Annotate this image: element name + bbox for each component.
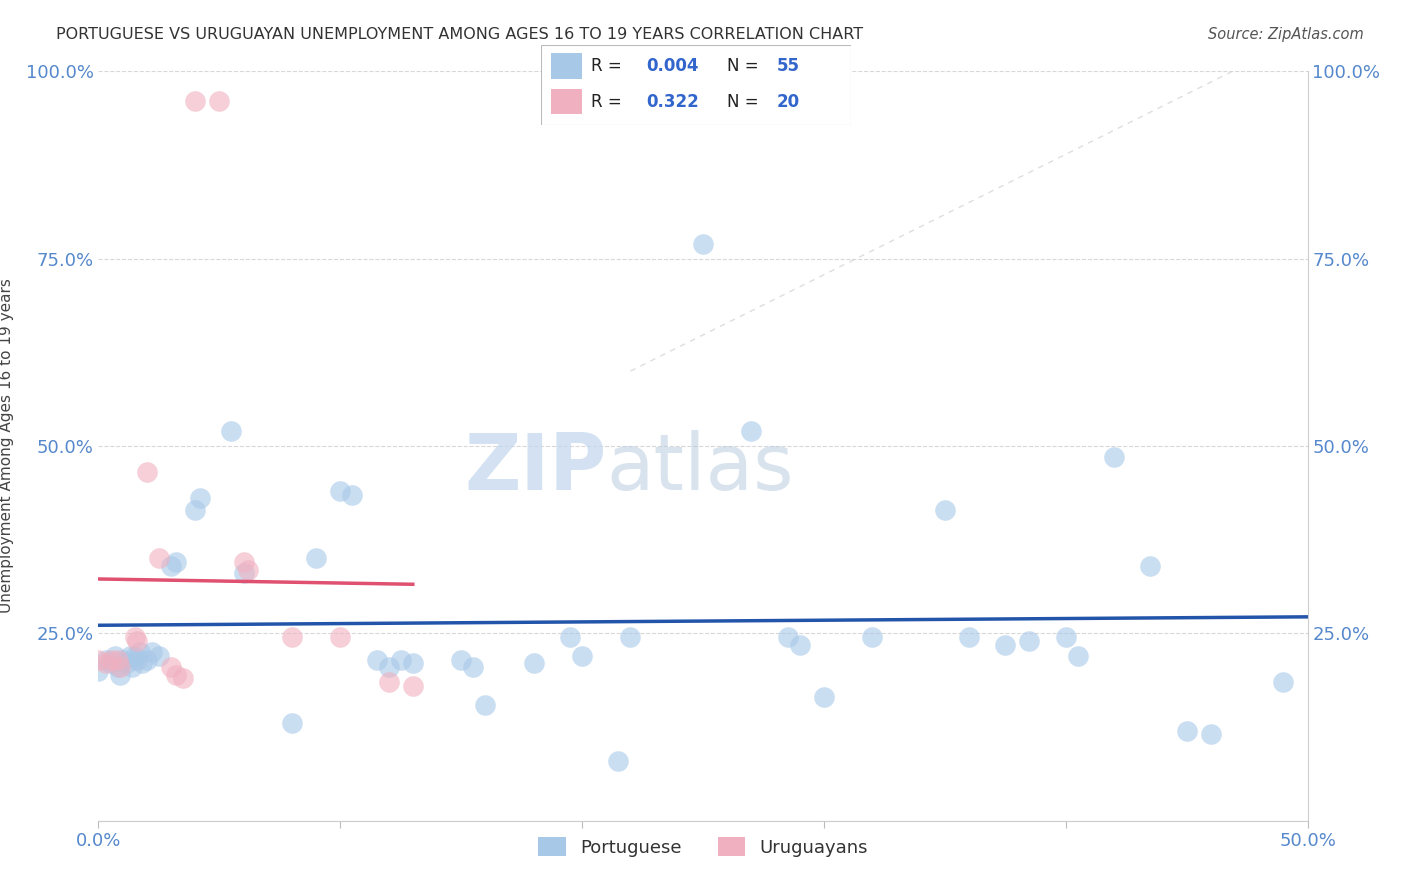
Point bbox=[107, 660, 129, 674]
Point bbox=[117, 657, 139, 671]
Point bbox=[558, 630, 581, 644]
Point bbox=[87, 652, 110, 666]
Point bbox=[238, 563, 260, 577]
Point bbox=[221, 424, 243, 438]
Point bbox=[108, 660, 131, 674]
Point bbox=[740, 424, 762, 438]
Point bbox=[127, 633, 149, 648]
Point bbox=[402, 679, 425, 693]
Point bbox=[377, 675, 399, 690]
Point bbox=[127, 652, 149, 666]
Point bbox=[124, 648, 146, 663]
Point bbox=[121, 660, 143, 674]
Point bbox=[474, 698, 496, 712]
Point bbox=[94, 657, 117, 671]
Point bbox=[366, 652, 388, 666]
Point bbox=[860, 630, 883, 644]
Point bbox=[94, 652, 117, 666]
Point bbox=[165, 667, 187, 681]
Point bbox=[789, 638, 811, 652]
Point bbox=[232, 566, 254, 581]
Point bbox=[172, 671, 194, 685]
Point bbox=[165, 555, 187, 569]
Point bbox=[619, 630, 641, 644]
Point bbox=[131, 657, 153, 671]
Point bbox=[994, 638, 1017, 652]
Point bbox=[100, 657, 122, 671]
Point bbox=[934, 502, 956, 516]
Y-axis label: Unemployment Among Ages 16 to 19 years: Unemployment Among Ages 16 to 19 years bbox=[0, 278, 14, 614]
Point bbox=[813, 690, 835, 704]
Point bbox=[776, 630, 799, 644]
Point bbox=[571, 648, 593, 663]
Bar bbox=[551, 88, 582, 114]
Point bbox=[100, 652, 122, 666]
Point bbox=[1139, 558, 1161, 573]
Point bbox=[342, 488, 364, 502]
Text: atlas: atlas bbox=[606, 431, 794, 507]
Point bbox=[1272, 675, 1295, 690]
Bar bbox=[551, 54, 582, 79]
Text: 0.004: 0.004 bbox=[647, 57, 699, 75]
Text: N =: N = bbox=[727, 57, 763, 75]
Point bbox=[377, 660, 399, 674]
Point bbox=[104, 648, 127, 663]
Point bbox=[118, 648, 141, 663]
Point bbox=[1102, 450, 1125, 465]
Point bbox=[148, 648, 170, 663]
Point bbox=[108, 667, 131, 681]
Point bbox=[208, 95, 231, 109]
Text: N =: N = bbox=[727, 93, 763, 111]
Point bbox=[184, 95, 207, 109]
Point bbox=[1199, 727, 1222, 741]
Point bbox=[188, 491, 211, 506]
Point bbox=[305, 551, 328, 566]
Point bbox=[1175, 723, 1198, 738]
Point bbox=[692, 236, 714, 251]
Point bbox=[463, 660, 485, 674]
Point bbox=[1018, 633, 1040, 648]
Legend: Portuguese, Uruguayans: Portuguese, Uruguayans bbox=[531, 830, 875, 864]
Text: ZIP: ZIP bbox=[464, 431, 606, 507]
Point bbox=[402, 657, 425, 671]
Point bbox=[389, 652, 412, 666]
Point bbox=[281, 630, 304, 644]
Point bbox=[1054, 630, 1077, 644]
Point bbox=[1067, 648, 1090, 663]
Text: Source: ZipAtlas.com: Source: ZipAtlas.com bbox=[1208, 27, 1364, 42]
FancyBboxPatch shape bbox=[541, 45, 851, 125]
Point bbox=[111, 652, 134, 666]
Point bbox=[160, 558, 183, 573]
Point bbox=[135, 652, 157, 666]
Point bbox=[148, 551, 170, 566]
Point bbox=[281, 716, 304, 731]
Point bbox=[329, 483, 352, 498]
Point bbox=[135, 465, 157, 479]
Point bbox=[957, 630, 980, 644]
Text: 0.322: 0.322 bbox=[647, 93, 699, 111]
Point bbox=[160, 660, 183, 674]
Text: R =: R = bbox=[591, 57, 627, 75]
Point bbox=[87, 664, 110, 678]
Text: 55: 55 bbox=[776, 57, 800, 75]
Text: 20: 20 bbox=[776, 93, 800, 111]
Point bbox=[184, 502, 207, 516]
Point bbox=[607, 754, 630, 768]
Point bbox=[450, 652, 472, 666]
Point bbox=[124, 630, 146, 644]
Point bbox=[141, 645, 163, 659]
Point bbox=[107, 652, 129, 666]
Point bbox=[523, 657, 546, 671]
Text: R =: R = bbox=[591, 93, 627, 111]
Text: PORTUGUESE VS URUGUAYAN UNEMPLOYMENT AMONG AGES 16 TO 19 YEARS CORRELATION CHART: PORTUGUESE VS URUGUAYAN UNEMPLOYMENT AMO… bbox=[56, 27, 863, 42]
Point bbox=[232, 555, 254, 569]
Point bbox=[128, 645, 150, 659]
Point bbox=[329, 630, 352, 644]
